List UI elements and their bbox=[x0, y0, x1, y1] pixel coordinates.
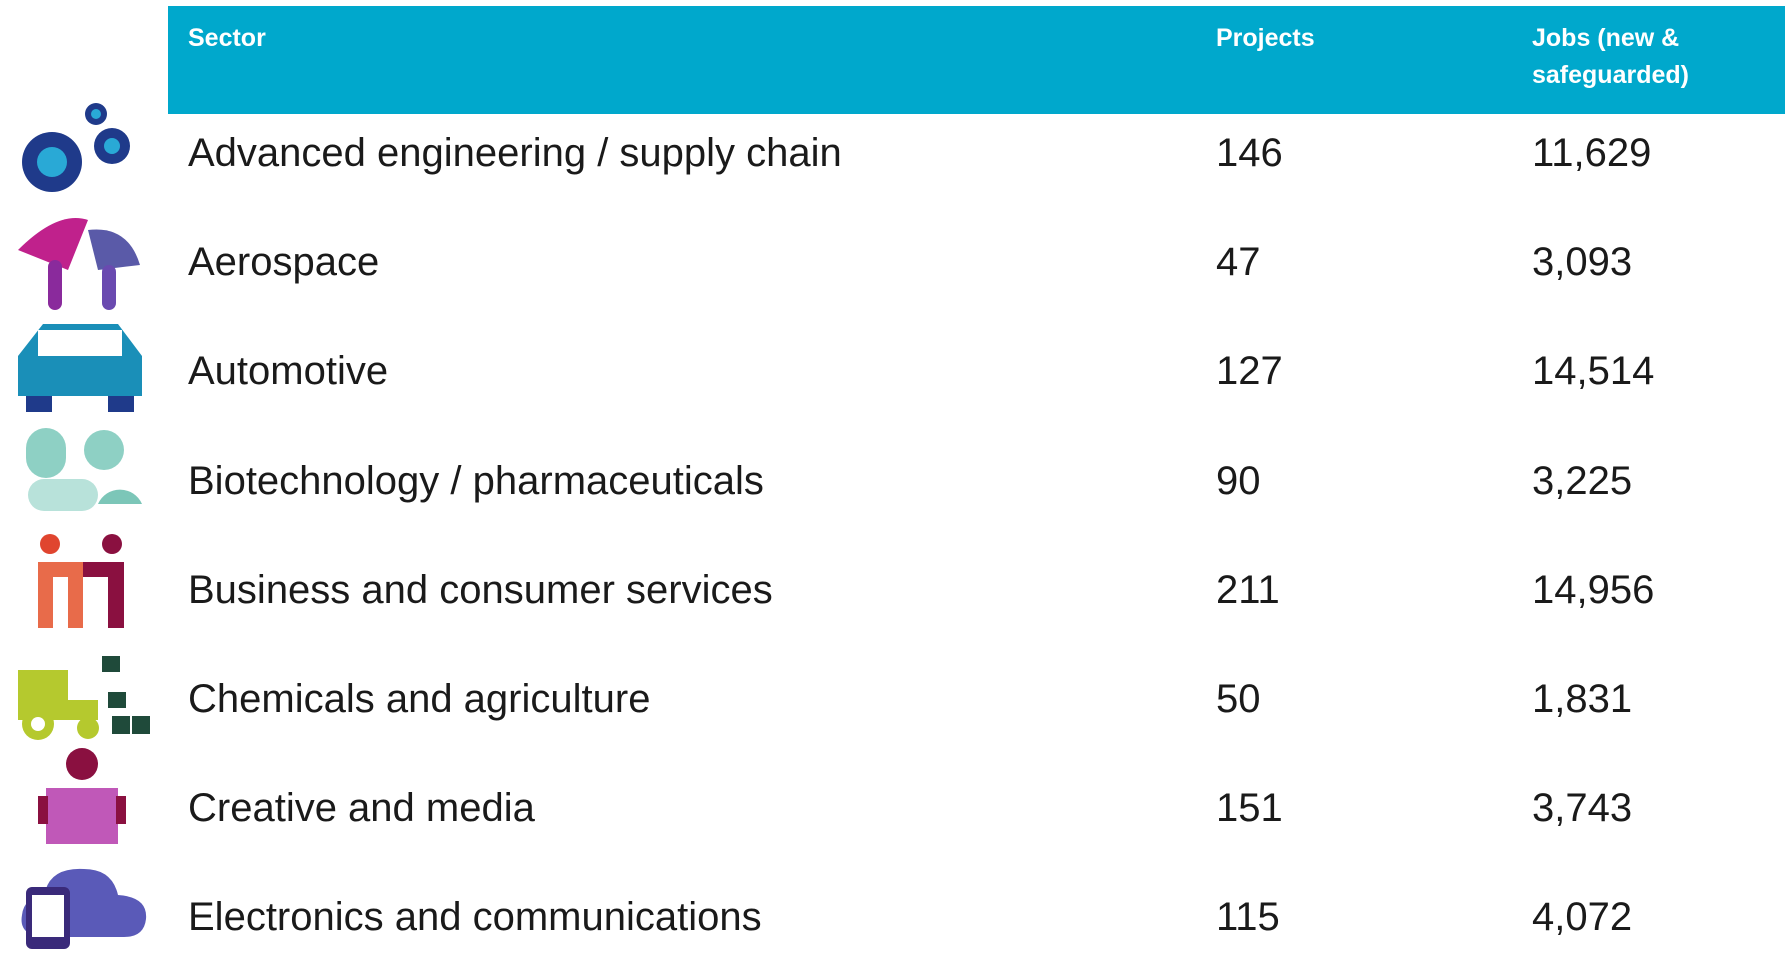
sector-cell: Biotechnology / pharmaceuticals bbox=[188, 458, 764, 503]
jobs-cell: 14,514 bbox=[1532, 349, 1655, 394]
projects-cell: 151 bbox=[1216, 786, 1283, 831]
icon-biotech bbox=[26, 428, 142, 511]
projects-cell: 211 bbox=[1216, 567, 1280, 612]
icon-gears bbox=[22, 103, 130, 192]
projects-cell: 50 bbox=[1216, 677, 1261, 721]
header-projects: Projects bbox=[1216, 24, 1315, 52]
jobs-cell: 4,072 bbox=[1532, 895, 1633, 940]
projects-cell: 47 bbox=[1216, 240, 1261, 285]
jobs-cell: 3,225 bbox=[1532, 458, 1633, 503]
header-sector: Sector bbox=[188, 24, 266, 52]
projects-cell: 146 bbox=[1216, 131, 1283, 175]
icon-electronics bbox=[21, 868, 147, 949]
projects-cell: 115 bbox=[1216, 895, 1280, 940]
jobs-cell: 14,956 bbox=[1532, 567, 1655, 612]
projects-cell: 90 bbox=[1216, 458, 1261, 503]
sector-cell: Business and consumer services bbox=[188, 567, 773, 612]
header-bar bbox=[168, 6, 1785, 114]
icon-aerospace bbox=[18, 218, 140, 310]
icon-services bbox=[38, 534, 124, 628]
sector-cell: Automotive bbox=[188, 349, 389, 394]
projects-cell: 127 bbox=[1216, 349, 1283, 394]
sector-cell: Aerospace bbox=[188, 240, 380, 285]
sector-cell: Electronics and communications bbox=[188, 895, 762, 940]
jobs-cell: 1,831 bbox=[1532, 677, 1633, 721]
icon-agriculture bbox=[18, 656, 150, 740]
sector-cell: Advanced engineering / supply chain bbox=[188, 131, 842, 175]
icon-media bbox=[38, 748, 126, 844]
jobs-cell: 11,629 bbox=[1532, 131, 1652, 175]
sector-cell: Creative and media bbox=[188, 786, 535, 831]
sector-cell: Chemicals and agriculture bbox=[188, 677, 651, 721]
jobs-cell: 3,093 bbox=[1532, 240, 1633, 285]
header-jobs: Jobs (new & safeguarded) bbox=[1532, 24, 1689, 89]
jobs-cell: 3,743 bbox=[1532, 786, 1633, 831]
icon-car bbox=[18, 324, 142, 412]
